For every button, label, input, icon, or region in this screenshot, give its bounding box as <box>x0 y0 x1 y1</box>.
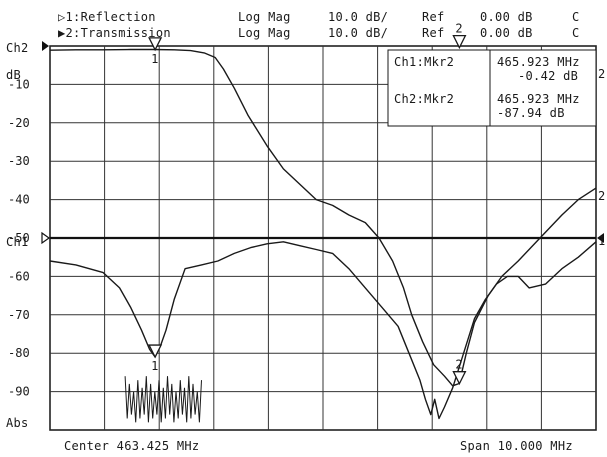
marker-label: 1 <box>151 359 158 373</box>
y-tick-label: -50 <box>8 231 30 245</box>
noise-floor-trace <box>124 376 202 423</box>
ch1-reference-arrow-right <box>597 233 604 243</box>
ch2-trace-label: ▶2:Transmission <box>58 26 171 40</box>
ch2-format: Log Mag <box>238 26 291 40</box>
marker-readout-box <box>387 49 597 127</box>
db-unit-label: dB <box>6 68 22 82</box>
span-frequency: Span 10.000 MHz <box>460 439 573 453</box>
trace-end-label-top: 2 <box>598 67 605 81</box>
ch1-ref-label: Ref <box>422 10 445 24</box>
ch2-marker-frequency: 465.923 MHz <box>497 92 580 106</box>
marker-triangle <box>148 344 163 359</box>
ch1-reference-arrow <box>41 231 51 245</box>
ch2-marker-value: -87.94 dB <box>497 106 565 120</box>
marker-triangle <box>452 371 467 386</box>
ch1-coupling-flag: C <box>572 10 580 24</box>
ch1-marker-frequency: 465.923 MHz <box>497 55 580 69</box>
ch1-marker-value: -0.42 dB <box>518 69 579 83</box>
ch1-trace-label: ▷1:Reflection <box>58 10 156 24</box>
y-tick-label: -70 <box>8 308 30 322</box>
ch1-reference-label: Ch1 <box>6 235 29 249</box>
ch2-coupling-flag: C <box>572 26 580 40</box>
y-tick-label: -60 <box>8 269 30 283</box>
ch2-marker-name: Ch2:Mkr2 <box>394 92 455 106</box>
y-tick-label: -30 <box>8 154 30 168</box>
abs-label: Abs <box>6 416 29 430</box>
ch1-format: Log Mag <box>238 10 291 24</box>
ch2-reference-label: Ch2 <box>6 41 29 55</box>
y-tick-label: -20 <box>8 116 30 130</box>
ch2-reference-arrow <box>42 41 49 51</box>
ch1-ref-value: 0.00 dB <box>480 10 533 24</box>
ch2-ref-label: Ref <box>422 26 445 40</box>
ch1-marker-name: Ch1:Mkr2 <box>394 55 455 69</box>
marker-triangle <box>452 34 467 50</box>
ch2-scale: 10.0 dB/ <box>328 26 389 40</box>
y-tick-label: -10 <box>8 77 30 91</box>
center-frequency: Center 463.425 MHz <box>64 439 200 453</box>
marker-label: 1 <box>151 52 158 66</box>
y-tick-label: -90 <box>8 385 30 399</box>
ch1-scale: 10.0 dB/ <box>328 10 389 24</box>
y-tick-label: -80 <box>8 346 30 360</box>
y-tick-label: -40 <box>8 193 30 207</box>
ch2-ref-value: 0.00 dB <box>480 26 533 40</box>
marker-label: 2 <box>455 22 462 36</box>
trace-end-label-ch1: 1 <box>598 234 605 248</box>
marker-triangle <box>148 37 163 52</box>
marker-label: 2 <box>455 358 462 372</box>
trace-end-label-mid: 2 <box>598 189 605 203</box>
